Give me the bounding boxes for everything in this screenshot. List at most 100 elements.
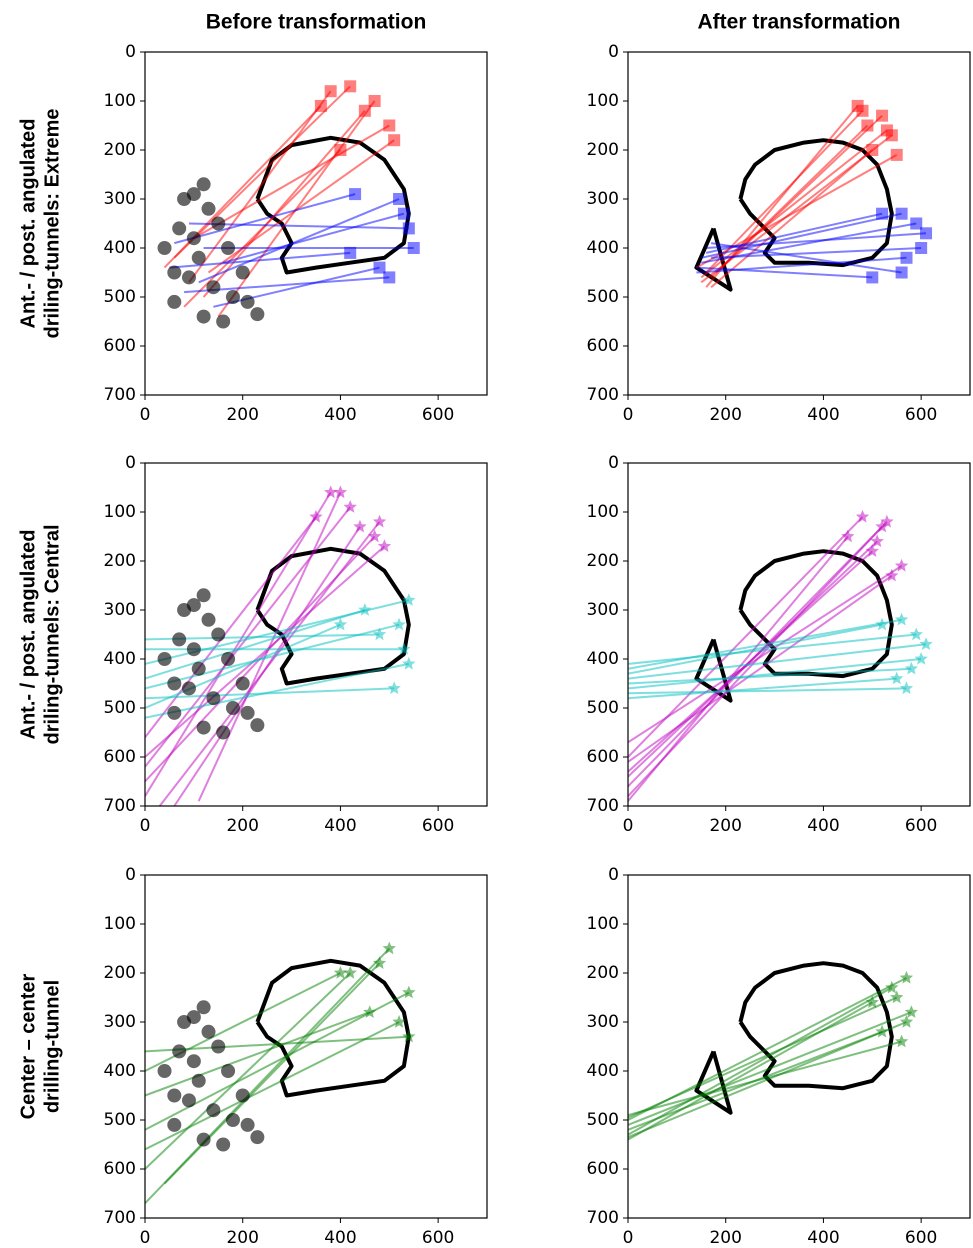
- end-marker: [894, 612, 909, 626]
- panel: 0 200 400 600 0 100 200 300 400 500 600 700: [587, 865, 971, 1248]
- outline: [255, 135, 411, 275]
- tunnel-line: [628, 1021, 907, 1139]
- column-title: After transformation: [697, 11, 900, 34]
- tunnel-line: [628, 521, 888, 797]
- tunnel-line: [202, 110, 366, 298]
- y-tick-label: 600: [104, 747, 136, 767]
- end-marker: [402, 1029, 416, 1043]
- landmark-point: [167, 676, 182, 691]
- tunnel-line: [628, 643, 927, 680]
- end-marker: [392, 1015, 406, 1028]
- y-tick-label: 500: [587, 1110, 619, 1130]
- end-marker: [904, 661, 918, 675]
- landmark-point: [201, 612, 216, 627]
- y-tick-label: 0: [608, 453, 619, 473]
- end-marker: [904, 1005, 918, 1018]
- landmark-point: [167, 294, 182, 309]
- end-marker: [309, 509, 323, 523]
- x-tick-label: 600: [905, 1228, 937, 1248]
- y-tick-label: 100: [104, 91, 136, 111]
- end-marker: [402, 985, 416, 999]
- end-marker: [855, 509, 870, 523]
- landmark-point: [181, 270, 196, 285]
- y-tick-label: 600: [587, 1159, 619, 1179]
- y-tick-label: 400: [587, 1061, 619, 1081]
- plot-area: [145, 485, 416, 806]
- y-tick-label: 200: [104, 551, 136, 571]
- axes-frame: [627, 874, 971, 1219]
- landmark-point: [216, 1137, 231, 1152]
- x-tick-label: 200: [709, 816, 741, 836]
- tunnel-line: [628, 540, 878, 778]
- tunnel-line: [696, 266, 873, 279]
- tunnel-line: [628, 996, 898, 1119]
- end-marker: [343, 966, 357, 979]
- tunnel-line: [188, 90, 332, 283]
- end-marker: [388, 134, 401, 147]
- panel: 0 200 400 600 0 100 200 300 400 500 600 700 After tr…: [587, 11, 971, 425]
- x-tick-label: 0: [140, 405, 151, 425]
- x-tick-label: 600: [422, 1228, 454, 1248]
- tunnel-line: [628, 633, 917, 665]
- x-tick-label: 200: [709, 1228, 741, 1248]
- tunnel-line: [207, 139, 395, 274]
- tunnel-line: [710, 149, 873, 288]
- end-marker: [368, 95, 381, 107]
- y-tick-label: 500: [104, 1110, 136, 1130]
- x-tick-label: 400: [807, 405, 839, 425]
- end-marker: [344, 80, 357, 93]
- end-marker: [358, 603, 372, 616]
- end-marker: [377, 539, 392, 552]
- end-marker: [920, 227, 933, 240]
- y-tick-label: 100: [587, 914, 619, 934]
- landmark-point: [250, 718, 265, 733]
- y-tick-label: 300: [104, 600, 136, 620]
- landmark-point: [186, 598, 201, 613]
- landmark-point: [186, 1010, 201, 1025]
- y-tick-label: 700: [587, 1208, 619, 1228]
- landmark-point: [201, 201, 216, 216]
- tunnel-line: [711, 247, 922, 259]
- end-marker: [343, 500, 357, 513]
- end-marker: [402, 222, 415, 235]
- y-tick-label: 300: [587, 600, 619, 620]
- tunnel-line: [628, 618, 902, 670]
- plot-area: [628, 961, 918, 1141]
- x-tick-label: 400: [807, 1228, 839, 1248]
- landmark-point: [240, 1117, 255, 1132]
- landmark-point: [221, 1064, 236, 1078]
- landmark-point: [181, 681, 196, 696]
- end-marker: [353, 519, 367, 533]
- tunnel-line: [145, 545, 386, 758]
- tunnel-line: [145, 662, 410, 719]
- x-tick-label: 600: [422, 816, 454, 836]
- end-marker: [885, 980, 899, 994]
- row-label: driling-tunnels: Central: [41, 525, 63, 745]
- tunnel-line: [145, 516, 317, 739]
- end-marker: [383, 271, 396, 284]
- end-marker: [333, 966, 348, 979]
- tunnel-line: [173, 526, 361, 806]
- y-tick-label: 700: [587, 796, 619, 816]
- end-marker: [890, 671, 904, 685]
- end-marker: [402, 593, 416, 606]
- end-marker: [372, 627, 387, 641]
- end-marker: [392, 617, 406, 631]
- end-marker: [875, 519, 889, 533]
- y-tick-label: 200: [104, 963, 136, 983]
- y-tick-label: 0: [608, 865, 619, 885]
- row-label: Center – center: [17, 973, 39, 1119]
- landmark-point: [167, 265, 182, 280]
- landmark-point: [250, 307, 265, 322]
- axes-frame: [144, 874, 488, 1219]
- end-marker: [349, 188, 362, 201]
- y-tick-label: 700: [587, 385, 619, 405]
- panel: 0 200 400 600 0 100 200 300 400 500 600 700 Ant.- / …: [17, 453, 488, 836]
- end-marker: [397, 642, 411, 655]
- axes-frame: [144, 462, 488, 807]
- end-marker: [324, 85, 337, 98]
- end-marker: [900, 251, 913, 264]
- plot-area: [157, 80, 420, 329]
- y-tick-label: 500: [104, 287, 136, 307]
- end-marker: [397, 207, 410, 220]
